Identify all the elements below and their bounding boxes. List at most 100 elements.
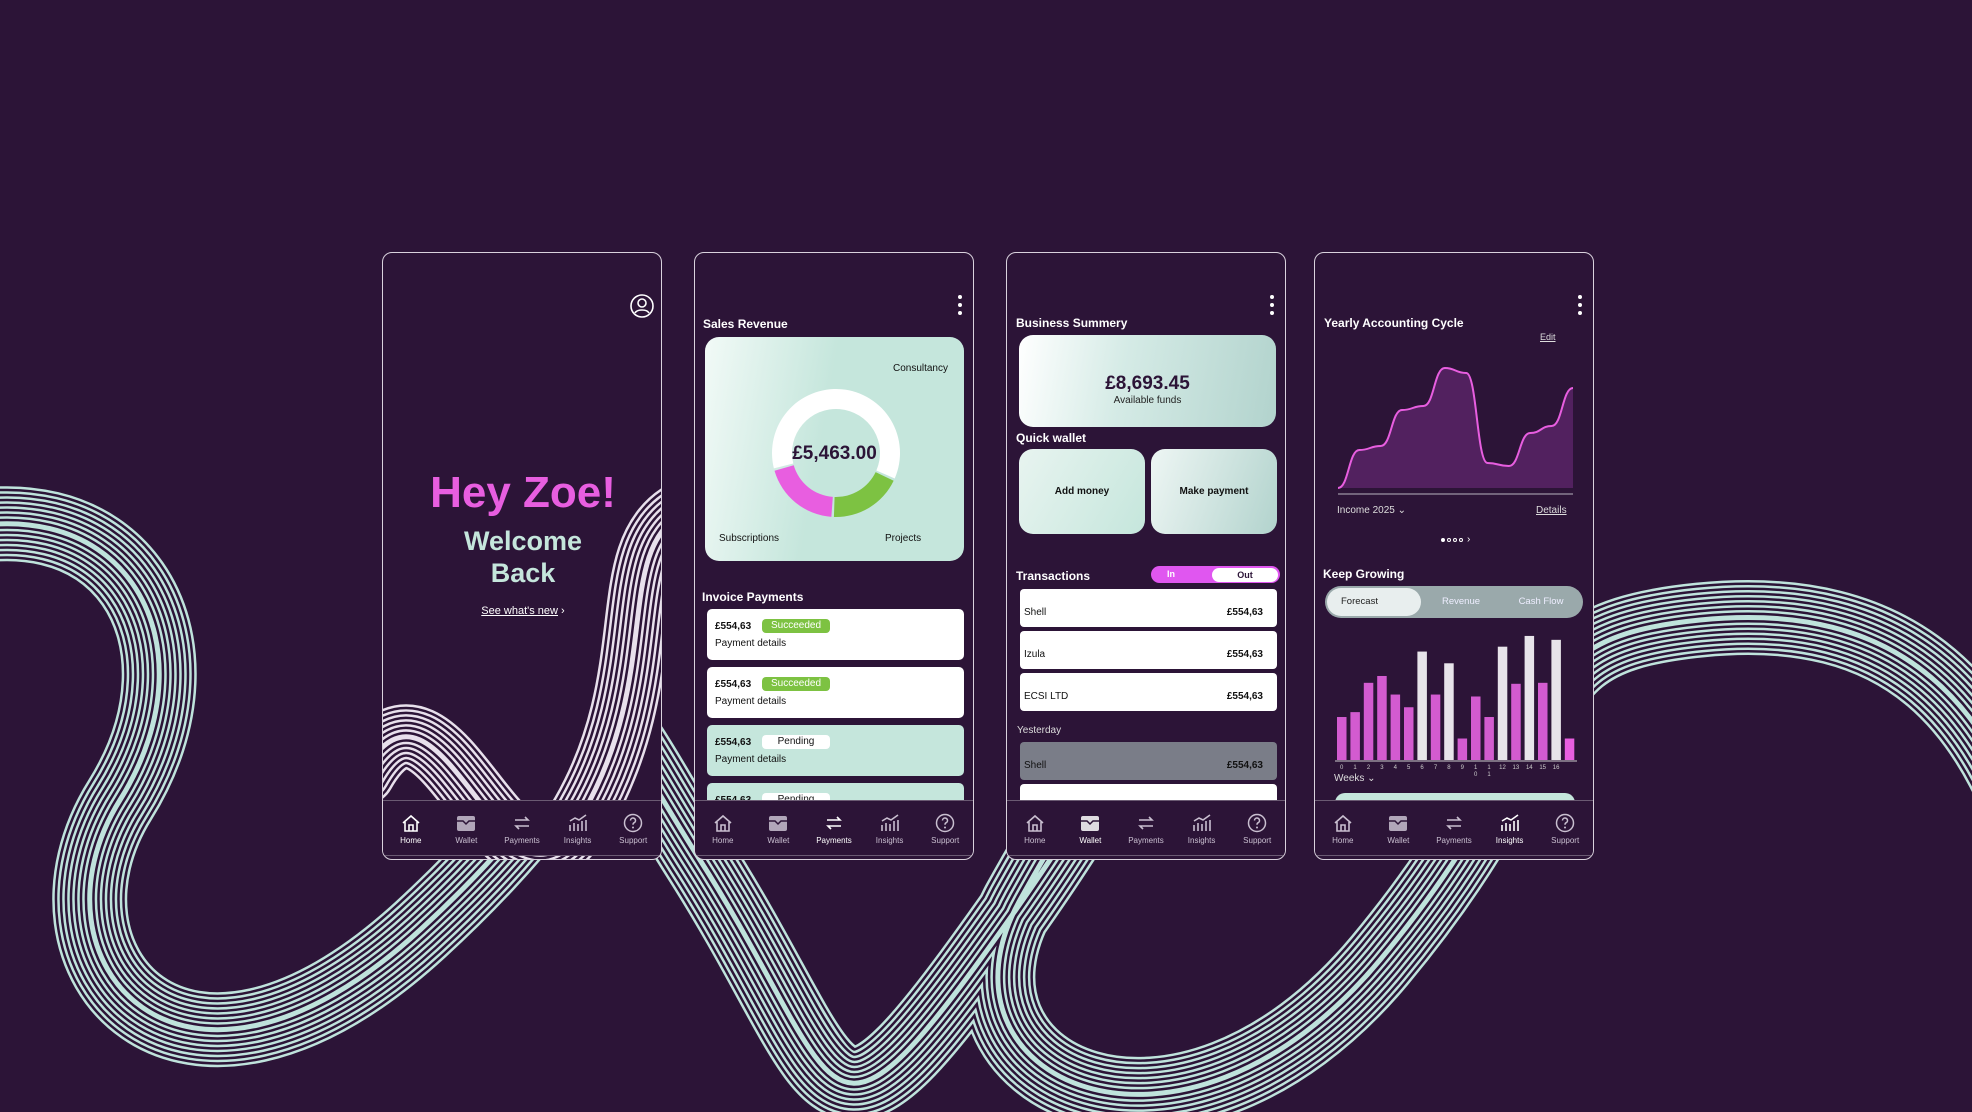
page-indicator[interactable]: ›	[1441, 534, 1470, 545]
tick-label: 12	[1499, 765, 1506, 771]
payment-details-link[interactable]: Payment details	[715, 754, 787, 765]
transaction-row[interactable]: ECSI LTD £554,63	[1020, 673, 1277, 711]
nav-item-payments[interactable]: Payments	[809, 812, 859, 845]
nav-label: Wallet	[767, 835, 790, 845]
payments-icon	[514, 815, 530, 830]
transaction-row[interactable]: Izula £554,63	[1020, 631, 1277, 669]
nav-label: Home	[712, 835, 734, 845]
insights-icon	[880, 813, 899, 831]
nav-item-wallet[interactable]: Wallet	[1373, 812, 1423, 845]
tick-label: 9	[1461, 765, 1465, 771]
toggle-out[interactable]: Out	[1212, 567, 1278, 582]
nav-item-support[interactable]: Support	[1232, 812, 1282, 845]
invoice-card[interactable]: £554,63 Pending Payment details	[707, 725, 964, 776]
wallet-icon	[769, 815, 788, 831]
donut-segment-projects	[833, 472, 894, 517]
tab-cash-flow[interactable]: Cash Flow	[1518, 596, 1564, 607]
page-dot[interactable]	[1459, 537, 1463, 542]
nav-item-insights[interactable]: Insights	[553, 812, 603, 845]
income-select[interactable]: Income 2025 ⌄	[1337, 505, 1406, 516]
payment-details-link[interactable]: Payment details	[715, 638, 787, 649]
nav-item-wallet[interactable]: Wallet	[1065, 812, 1115, 845]
nav-item-support[interactable]: Support	[920, 812, 970, 845]
bar-week-10	[1471, 696, 1481, 760]
payment-details-link[interactable]: Payment details	[715, 696, 787, 707]
tick-label: 1	[1353, 765, 1357, 771]
wallet-icon	[457, 815, 476, 831]
bar-week-4	[1390, 694, 1401, 760]
nav-label: Payments	[1128, 835, 1164, 845]
funds-card: £8,693.45 Available funds	[1019, 335, 1276, 427]
nav-item-home[interactable]: Home	[386, 812, 436, 845]
nav-item-wallet[interactable]: Wallet	[753, 812, 803, 845]
details-link[interactable]: Details	[1536, 505, 1567, 516]
link-label: See what's new	[481, 605, 558, 617]
nav-item-payments[interactable]: Payments	[1429, 812, 1479, 845]
invoice-card[interactable]: £554,63 Succeeded Payment details	[707, 609, 964, 660]
tick-label: 1	[1487, 765, 1491, 771]
make-payment-label: Make payment	[1179, 486, 1249, 497]
nav-label: Wallet	[1387, 835, 1410, 845]
quick-wallet-title: Quick wallet	[1016, 431, 1087, 445]
nav-item-support[interactable]: Support	[1540, 812, 1590, 845]
more-options-icon[interactable]	[1269, 295, 1275, 315]
page-dot[interactable]	[1441, 537, 1445, 542]
transaction-amount: £554,63	[1226, 691, 1263, 702]
nav-item-support[interactable]: Support	[608, 812, 658, 845]
bar-week-0	[1337, 717, 1347, 760]
bar-week-11	[1484, 717, 1494, 760]
transaction-row[interactable]: Shell £554,63	[1020, 589, 1277, 627]
nav-item-payments[interactable]: Payments	[1121, 812, 1171, 845]
bar-week-2	[1363, 682, 1374, 760]
nav-item-insights[interactable]: Insights	[1485, 812, 1535, 845]
tick-label: 15	[1539, 765, 1546, 771]
transaction-amount: £554,63	[1226, 649, 1263, 660]
page-dot[interactable]	[1453, 537, 1457, 542]
nav-item-home[interactable]: Home	[698, 812, 748, 845]
transaction-row[interactable]: Shell £554,63	[1020, 742, 1277, 780]
nav-item-insights[interactable]: Insights	[1177, 812, 1227, 845]
user-circle-icon[interactable]	[629, 293, 655, 319]
phone-sales-screen: Sales Revenue £5,463.00 Consultancy Proj…	[694, 252, 974, 860]
wallet-icon	[1389, 815, 1408, 831]
make-payment-button[interactable]: Make payment	[1151, 449, 1277, 534]
sales-title: Sales Revenue	[703, 317, 788, 331]
bottom-nav: Home Wallet Payments Insights Support	[1007, 800, 1285, 856]
nav-item-insights[interactable]: Insights	[865, 812, 915, 845]
chevron-right-icon[interactable]: ›	[1467, 534, 1471, 545]
tab-revenue[interactable]: Revenue	[1441, 596, 1481, 607]
support-icon	[1247, 813, 1267, 832]
in-out-toggle[interactable]: In Out	[1151, 566, 1280, 583]
nav-item-wallet[interactable]: Wallet	[441, 812, 491, 845]
tick-label: 2	[1367, 765, 1371, 771]
tick-label: 6	[1420, 765, 1424, 771]
nav-item-payments[interactable]: Payments	[497, 812, 547, 845]
nav-item-home[interactable]: Home	[1318, 812, 1368, 845]
available-funds-amount: £8,693.45	[1105, 373, 1190, 394]
phone-welcome-screen: Hey Zoe! Welcome Back See what's new › H…	[382, 252, 662, 860]
edit-link[interactable]: Edit	[1540, 332, 1556, 342]
add-money-button[interactable]: Add money	[1019, 449, 1145, 534]
sales-card: £5,463.00 Consultancy Projects Subscript…	[705, 337, 964, 561]
nav-item-home[interactable]: Home	[1010, 812, 1060, 845]
welcome-line2: Back	[490, 558, 556, 588]
weeks-select[interactable]: Weeks ⌄	[1334, 773, 1376, 784]
tick-label: 1	[1487, 772, 1491, 778]
see-whats-new-link[interactable]: See what's new ›	[383, 605, 661, 617]
support-icon	[623, 813, 643, 832]
transaction-name: Shell	[1024, 760, 1047, 771]
tick-label: 13	[1513, 765, 1520, 771]
home-icon	[1026, 814, 1044, 832]
tick-label: 16	[1553, 765, 1560, 771]
bar-week-6	[1417, 651, 1427, 760]
tab-forecast[interactable]: Forecast	[1327, 588, 1421, 616]
add-money-label: Add money	[1054, 486, 1110, 497]
toggle-in[interactable]: In	[1167, 569, 1175, 579]
welcome-line1: Welcome	[463, 526, 583, 556]
more-options-icon[interactable]	[957, 295, 963, 315]
invoice-card[interactable]: £554,63 Succeeded Payment details	[707, 667, 964, 718]
page-dot[interactable]	[1447, 537, 1451, 542]
more-options-icon[interactable]	[1577, 295, 1583, 315]
support-icon	[935, 813, 955, 832]
phone-insights-screen: Yearly Accounting Cycle Edit Income 2025…	[1314, 252, 1594, 860]
